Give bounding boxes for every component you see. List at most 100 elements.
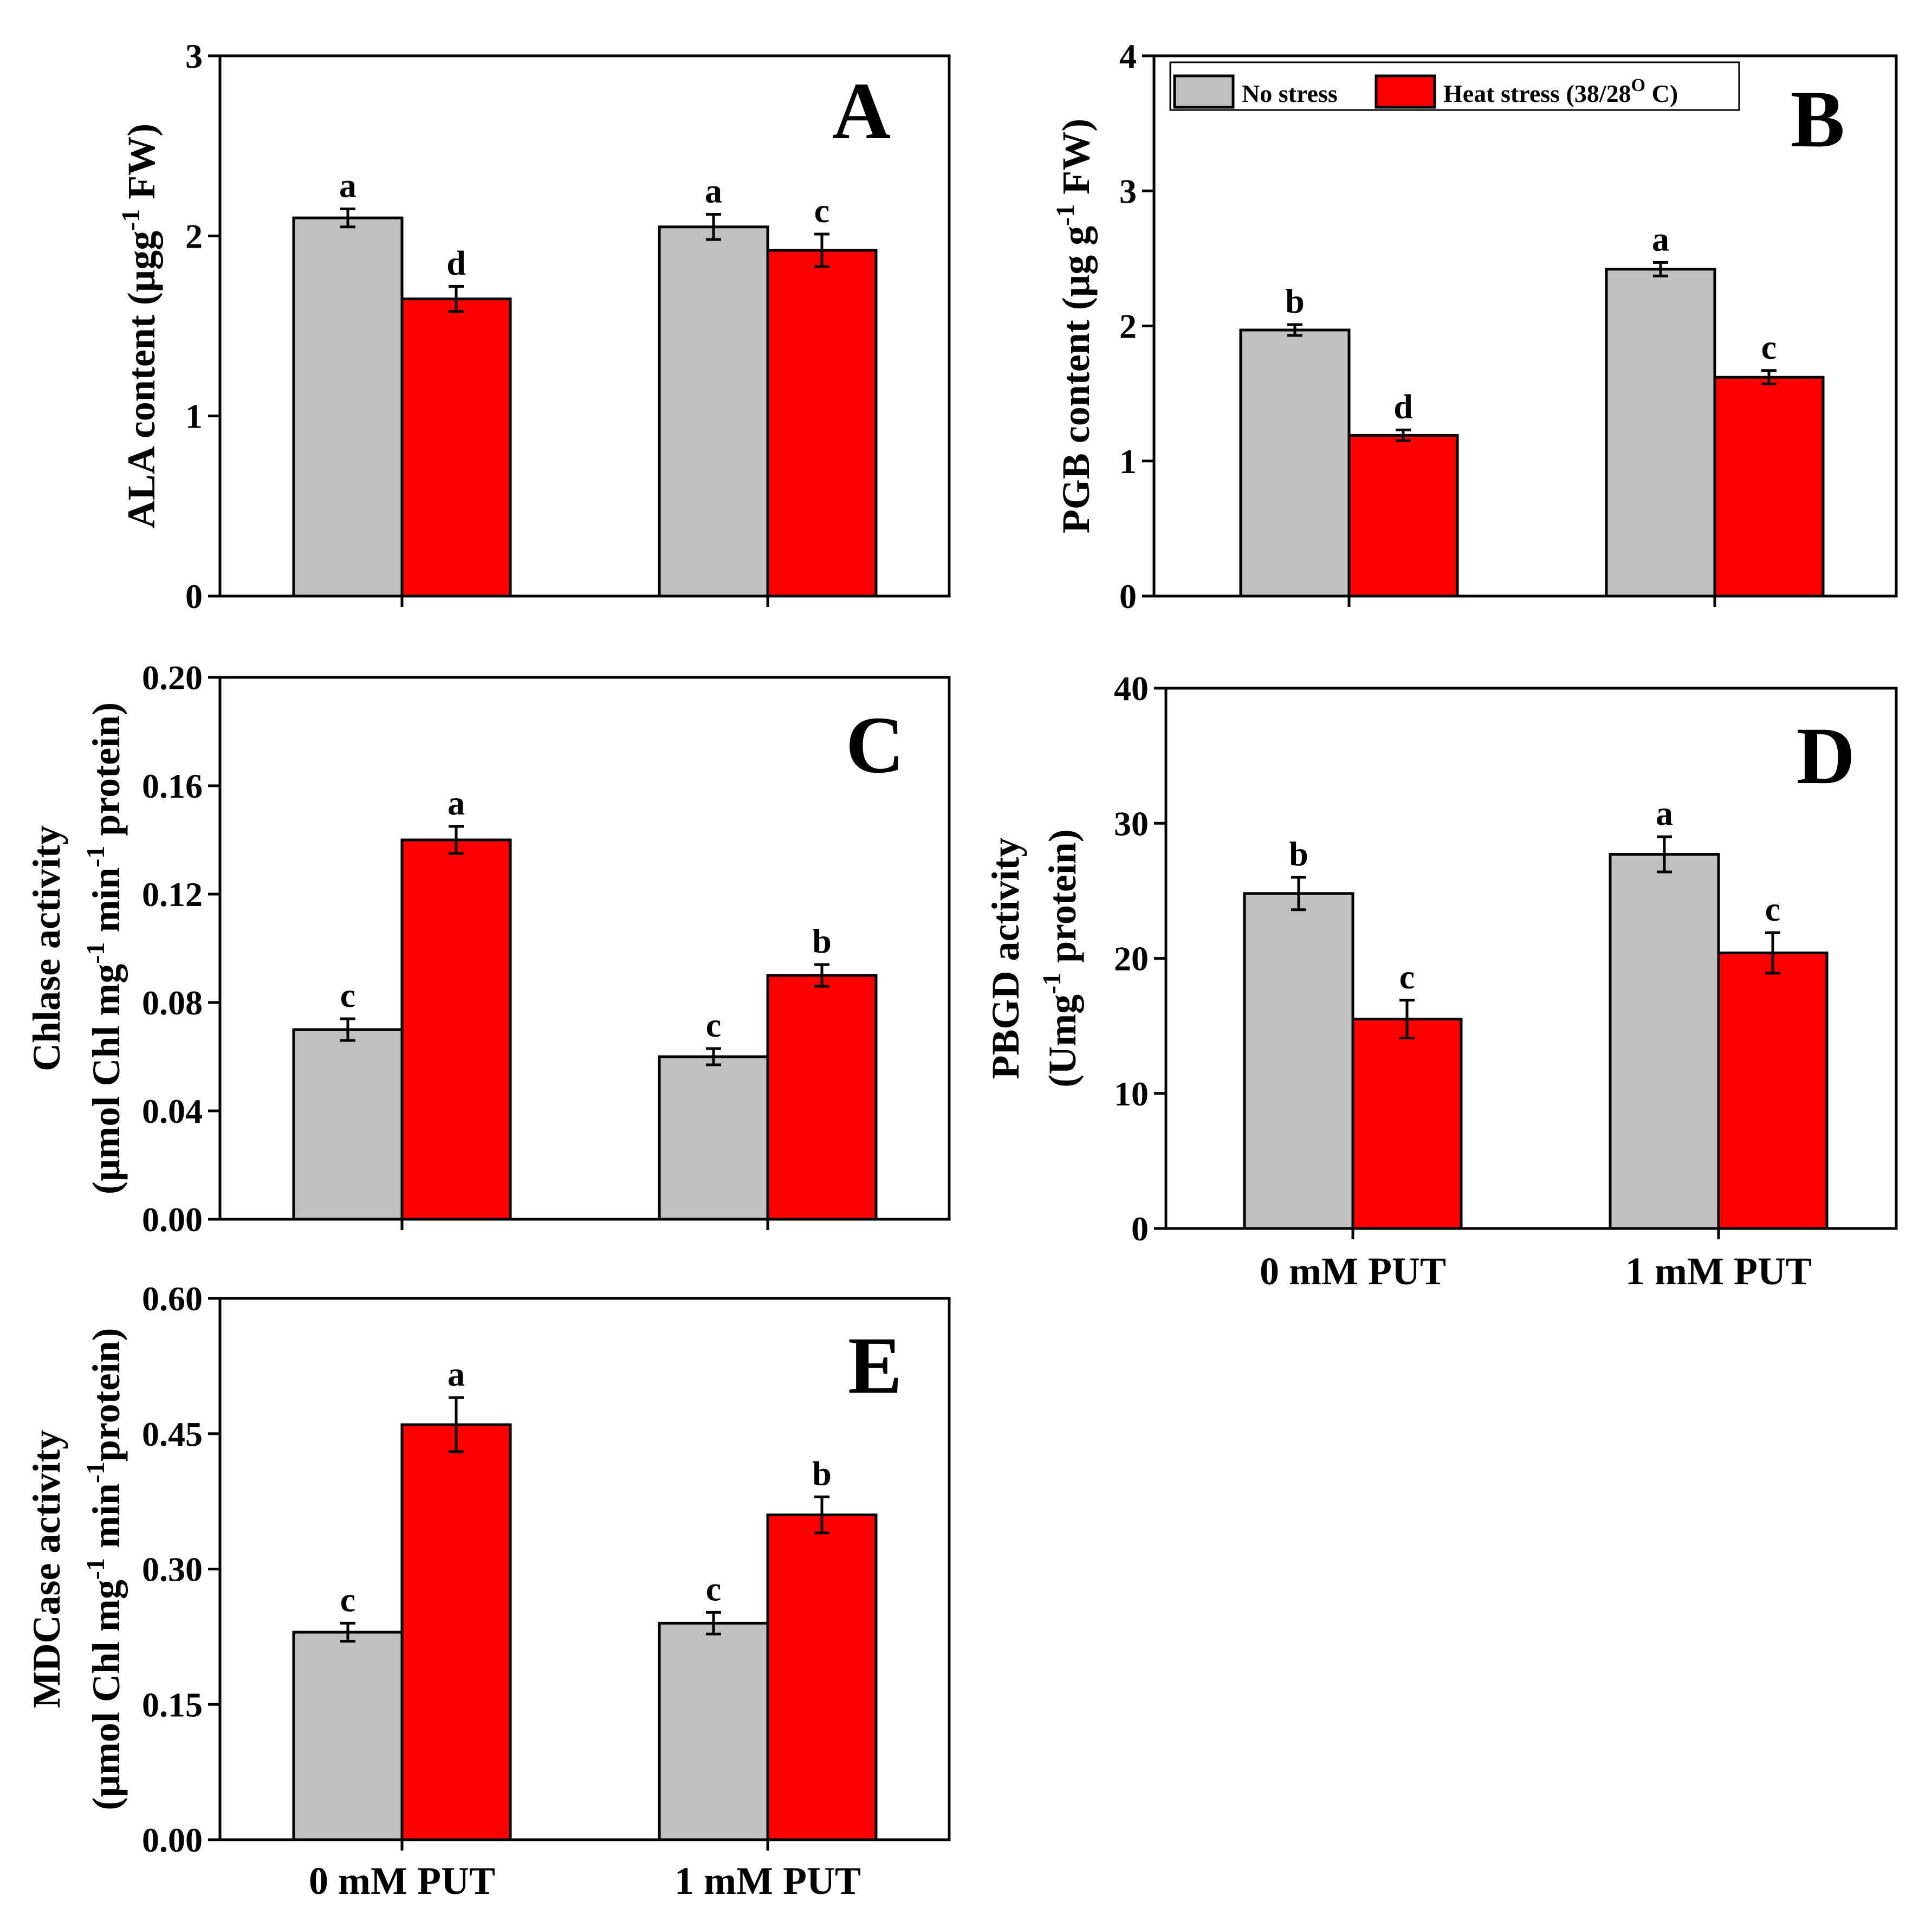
label-part: protein) <box>85 702 128 846</box>
significance-letter: b <box>812 922 832 960</box>
y-tick-label: 0 <box>1119 577 1137 616</box>
y-axis-label: PGB content (µg g-1 FW) <box>1051 119 1098 533</box>
legend: No stress Heat stress (38/28O C) <box>1169 61 1740 111</box>
bar <box>658 225 769 598</box>
y-tick-label: 2 <box>185 217 203 255</box>
label-part: (Umg <box>1041 994 1084 1088</box>
significance-letter: b <box>812 1454 832 1492</box>
label-part: -1 <box>81 846 110 868</box>
significance-letter: c <box>814 191 829 230</box>
bar <box>292 1631 404 1841</box>
y-tick-label: 0.60 <box>142 1279 203 1318</box>
label-part: -1 <box>1038 973 1066 994</box>
label-part: C) <box>1645 80 1678 107</box>
bar <box>1351 1018 1463 1230</box>
label-part: PGB content (µg g <box>1054 226 1098 533</box>
bar <box>1609 853 1720 1230</box>
significance-letter: a <box>1652 219 1669 258</box>
label-part: Heat stress (38/28 <box>1443 80 1631 107</box>
y-tick-label: 3 <box>185 37 203 75</box>
y-axis-label: ALA content (µgg-1 FW) <box>116 124 163 528</box>
plot-frame <box>218 676 951 1221</box>
x-category-label: 0 mM PUT <box>1260 1250 1446 1293</box>
x-category-label: 1 mM PUT <box>1625 1250 1812 1293</box>
y-tick-label: 20 <box>1114 940 1149 978</box>
bar <box>1717 952 1829 1230</box>
label-part: FW) <box>1054 119 1098 204</box>
y-tick-label: 0.00 <box>142 1200 203 1239</box>
label-part: min <box>85 868 128 942</box>
legend-swatch-no-stress <box>1173 74 1235 109</box>
bar <box>658 1621 769 1841</box>
bar <box>400 1423 512 1841</box>
legend-box <box>1169 61 1740 111</box>
legend-label-heat-stress: Heat stress (38/28O C) <box>1443 75 1678 107</box>
y-tick-label: 0.08 <box>142 984 203 1022</box>
significance-letter: c <box>1765 890 1780 928</box>
bar <box>1239 328 1351 598</box>
significance-letter: b <box>1289 835 1308 873</box>
label-part: FW) <box>120 124 163 209</box>
legend-label-no-stress: No stress <box>1242 80 1338 107</box>
y-axis-label-line2: (µmol Chl mg-1 min-1protein) <box>81 1328 128 1810</box>
significance-letter: c <box>340 1580 355 1619</box>
label-part: (µmol Chl mg <box>85 1580 128 1810</box>
panel-letter: E <box>848 1321 902 1411</box>
significance-letter: a <box>448 784 465 822</box>
bar <box>1605 268 1716 598</box>
panel-letter: A <box>832 66 891 156</box>
y-tick-label: 1 <box>185 397 203 436</box>
y-tick-label: 0.15 <box>142 1685 203 1724</box>
label-part: -1 <box>1051 204 1080 226</box>
y-tick-label: 0.20 <box>142 658 203 697</box>
label-part: ALA content (µgg <box>120 231 163 528</box>
significance-letter: c <box>1761 328 1777 366</box>
y-tick-label: 0.16 <box>142 767 203 805</box>
significance-letter: c <box>706 1006 721 1044</box>
significance-letter: c <box>340 976 355 1014</box>
panel-c: c c a b 0.00 0.04 0.08 0.12 0.16 0.20 C Chlase acti… <box>25 658 951 1239</box>
y-tick-label: 0.30 <box>142 1550 203 1589</box>
y-axis-label-line1: MDCase activity <box>25 1430 68 1709</box>
significance-letter: a <box>339 166 356 204</box>
panel-letter: B <box>1791 74 1845 164</box>
bar <box>292 1028 404 1221</box>
y-axis-label-line1: Chlase activity <box>25 825 68 1071</box>
y-tick-label: 0.04 <box>142 1092 203 1130</box>
panel-b: b a d c 0 1 2 3 4 B PGB content (µg g-1 FW) <box>1051 37 1898 616</box>
x-category-label: 1 mM PUT <box>675 1859 861 1903</box>
panel-letter: C <box>846 700 904 790</box>
significance-letter: d <box>1393 387 1413 425</box>
label-part: (µmol Chl mg <box>85 964 128 1194</box>
bar <box>766 249 878 598</box>
bar <box>292 216 404 598</box>
y-tick-label: 30 <box>1114 804 1149 843</box>
y-tick-label: 40 <box>1114 669 1149 708</box>
label-part: -1 <box>81 1461 110 1483</box>
significance-letter: c <box>706 1569 721 1608</box>
bar <box>766 974 878 1221</box>
y-tick-label: 0.45 <box>142 1415 203 1453</box>
label-part: -1 <box>81 942 110 964</box>
label-part: O <box>1631 75 1645 95</box>
panel-letter: D <box>1797 711 1855 801</box>
significance-letter: b <box>1285 282 1305 320</box>
significance-letter: a <box>448 1355 465 1393</box>
y-tick-label: 0.12 <box>142 875 203 914</box>
plot-frame <box>218 54 951 598</box>
y-tick-label: 3 <box>1119 172 1137 210</box>
significance-letter: a <box>705 171 722 210</box>
significance-letter: d <box>446 243 466 282</box>
x-category-label: 0 mM PUT <box>309 1859 495 1903</box>
y-tick-label: 0 <box>1131 1209 1149 1248</box>
label-part: -1 <box>116 209 145 231</box>
y-tick-label: 0 <box>185 577 203 616</box>
y-tick-label: 1 <box>1119 442 1137 481</box>
panel-e: c c a b 0.00 0.15 0.30 0.45 0.60 0 mM PUT 1 mM PUT… <box>25 1279 951 1903</box>
y-axis-label-line2: (Umg-1 protein) <box>1038 829 1084 1088</box>
label-part: protein) <box>1041 829 1084 973</box>
panel-d: b a c c 0 10 20 30 40 0 mM PUT 1 mM PUT D PBGD activ… <box>984 669 1898 1293</box>
label-part: protein) <box>85 1328 128 1461</box>
significance-letter: c <box>1399 958 1415 996</box>
bar <box>400 297 512 598</box>
